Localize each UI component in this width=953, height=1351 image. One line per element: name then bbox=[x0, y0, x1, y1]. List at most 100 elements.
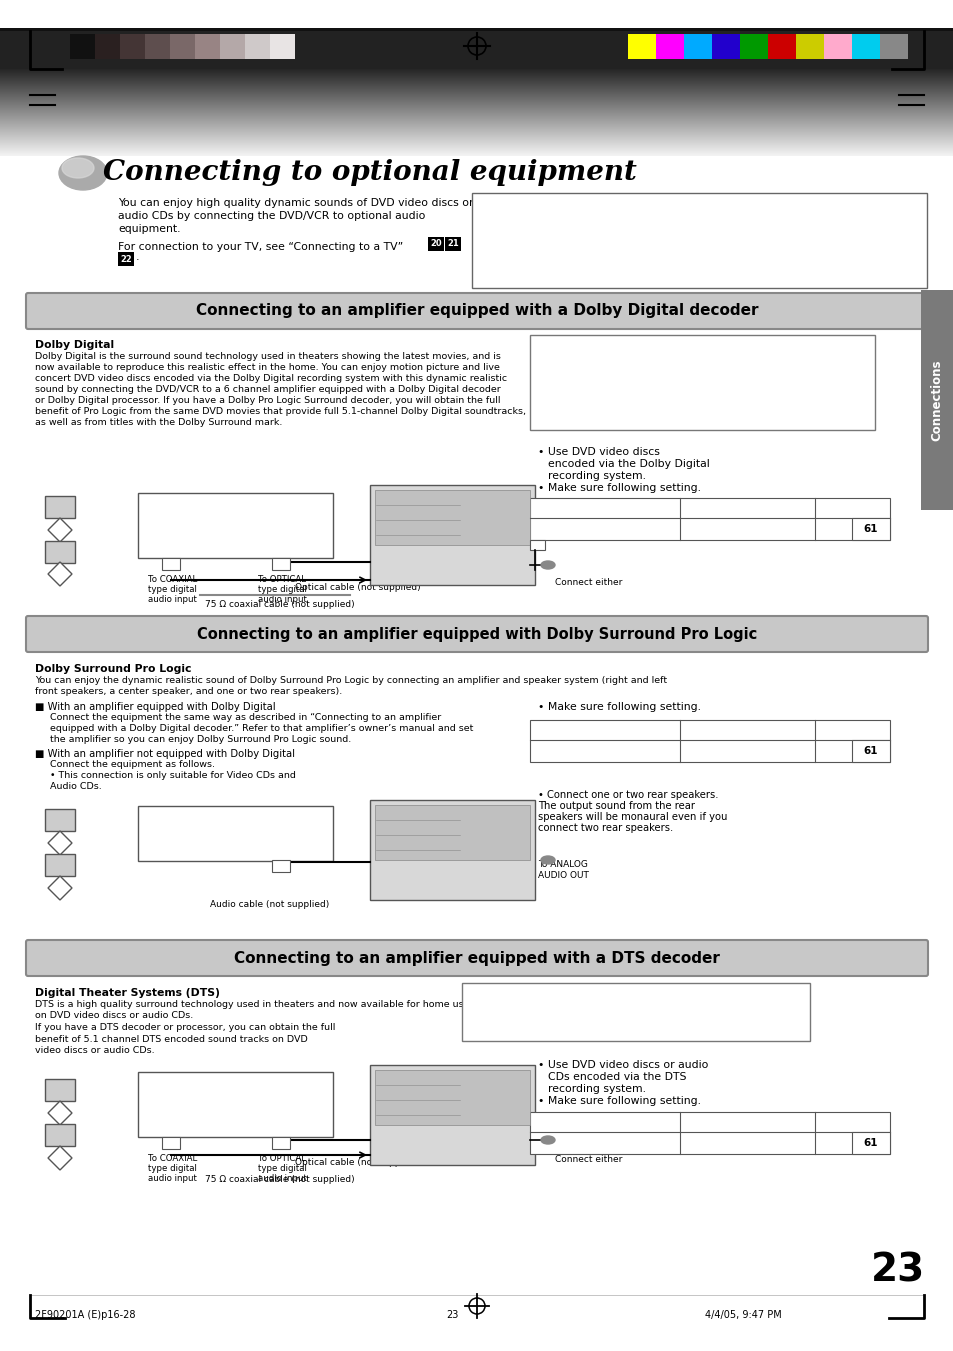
Text: .: . bbox=[136, 253, 139, 262]
Text: audio input: audio input bbox=[257, 594, 307, 604]
Text: 61: 61 bbox=[862, 1138, 878, 1148]
Text: Dolby Laboratories. "Dolby" "Pro: Dolby Laboratories. "Dolby" "Pro bbox=[537, 357, 700, 366]
Bar bbox=[0, 31, 953, 69]
Text: You can enjoy high quality dynamic sounds of DVD video discs or: You can enjoy high quality dynamic sound… bbox=[118, 199, 473, 208]
Bar bbox=[145, 34, 170, 59]
Bar bbox=[530, 499, 889, 540]
Bar bbox=[370, 800, 535, 900]
Text: • Use DVD video discs: • Use DVD video discs bbox=[537, 447, 659, 457]
Text: • Make sure following setting.: • Make sure following setting. bbox=[537, 484, 700, 493]
Text: "Digital Out": "Digital Out" bbox=[535, 521, 594, 531]
Text: Page: Page bbox=[821, 503, 844, 511]
Text: ⎕ : Center speaker: ⎕ : Center speaker bbox=[638, 216, 729, 226]
Text: now available to reproduce this realistic effect in the home. You can enjoy moti: now available to reproduce this realisti… bbox=[35, 363, 499, 372]
Bar bbox=[851, 517, 889, 540]
Text: trademarks of Digital Theater Systems,: trademarks of Digital Theater Systems, bbox=[470, 1004, 666, 1015]
Bar bbox=[45, 809, 75, 831]
Text: □ : Sub woofer: □ : Sub woofer bbox=[488, 240, 562, 250]
Text: ■ With an amplifier equipped with Dolby Digital: ■ With an amplifier equipped with Dolby … bbox=[35, 703, 275, 712]
Polygon shape bbox=[48, 517, 71, 542]
Bar bbox=[879, 34, 907, 59]
FancyBboxPatch shape bbox=[26, 940, 927, 975]
Text: audio input: audio input bbox=[257, 1174, 307, 1183]
Text: "PCM" or "Raw": "PCM" or "Raw" bbox=[684, 744, 758, 753]
Bar bbox=[767, 34, 795, 59]
Bar bbox=[920, 290, 953, 509]
Text: To OPTICAL: To OPTICAL bbox=[257, 1154, 306, 1163]
Bar bbox=[45, 496, 75, 517]
Text: Dolby Surround Pro Logic: Dolby Surround Pro Logic bbox=[35, 663, 192, 674]
Text: Connecting to an amplifier equipped with a Dolby Digital decoder: Connecting to an amplifier equipped with… bbox=[195, 304, 758, 319]
Text: Logic" and the double-D symbol are: Logic" and the double-D symbol are bbox=[537, 367, 717, 378]
Text: front speakers, a center speaker, and one or two rear speakers).: front speakers, a center speaker, and on… bbox=[35, 688, 342, 696]
Text: □ : Rear speaker: □ : Rear speaker bbox=[488, 228, 572, 238]
Text: trademarks of Dolby Laboratories.: trademarks of Dolby Laboratories. bbox=[537, 380, 708, 390]
Text: Select:: Select: bbox=[687, 724, 720, 734]
Text: Dolby Digital decoder: Dolby Digital decoder bbox=[148, 513, 246, 521]
Text: • Use DVD video discs or audio: • Use DVD video discs or audio bbox=[537, 1061, 708, 1070]
Bar bbox=[444, 236, 460, 251]
Bar bbox=[683, 34, 711, 59]
Bar bbox=[375, 805, 530, 861]
FancyBboxPatch shape bbox=[26, 293, 927, 330]
Bar bbox=[138, 493, 333, 558]
Text: To OPTICAL: To OPTICAL bbox=[257, 576, 306, 584]
Bar bbox=[370, 1065, 535, 1165]
Text: speakers will be monaural even if you: speakers will be monaural even if you bbox=[537, 812, 726, 821]
Text: on DVD video discs or audio CDs.: on DVD video discs or audio CDs. bbox=[35, 1012, 193, 1020]
Text: Connect either: Connect either bbox=[555, 1155, 621, 1165]
Text: 23: 23 bbox=[445, 1310, 457, 1320]
Text: recording system.: recording system. bbox=[547, 1084, 645, 1094]
Bar bbox=[118, 253, 133, 266]
Text: Page: Page bbox=[821, 724, 844, 734]
Text: "Digital Out": "Digital Out" bbox=[535, 744, 594, 753]
Text: Amplifier equipped with a: Amplifier equipped with a bbox=[148, 1082, 265, 1092]
Bar bbox=[370, 485, 535, 585]
Text: On-screen display: On-screen display bbox=[535, 503, 619, 511]
Text: "PCM" or "Raw": "PCM" or "Raw" bbox=[684, 521, 758, 531]
Text: audio input: audio input bbox=[148, 594, 196, 604]
Text: You can enjoy the dynamic realistic sound of Dolby Surround Pro Logic by connect: You can enjoy the dynamic realistic soun… bbox=[35, 676, 666, 685]
Text: Connecting to an amplifier equipped with a DTS decoder: Connecting to an amplifier equipped with… bbox=[233, 951, 720, 966]
Text: "Raw": "Raw" bbox=[714, 1136, 742, 1146]
Text: Connecting to an amplifier equipped with Dolby Surround Pro Logic: Connecting to an amplifier equipped with… bbox=[196, 627, 757, 642]
Text: equipment.: equipment. bbox=[118, 224, 180, 234]
Bar bbox=[740, 34, 767, 59]
Text: Inc.: Inc. bbox=[470, 1016, 488, 1025]
Text: 22: 22 bbox=[120, 254, 132, 263]
Bar bbox=[245, 34, 270, 59]
Text: Select:: Select: bbox=[687, 503, 720, 511]
Bar bbox=[270, 34, 294, 59]
Text: or Dolby Digital processor. If you have a Dolby Pro Logic Surround decoder, you : or Dolby Digital processor. If you have … bbox=[35, 396, 500, 405]
Text: For connection to your TV, see “Connecting to a TV”: For connection to your TV, see “Connecti… bbox=[118, 242, 403, 253]
Text: the amplifier so you can enjoy Dolby Surround Pro Logic sound.: the amplifier so you can enjoy Dolby Sur… bbox=[50, 735, 351, 744]
Text: Dolby Surround Pro Logic: Dolby Surround Pro Logic bbox=[148, 825, 262, 835]
Text: type digital: type digital bbox=[148, 1165, 196, 1173]
Text: To audio input: To audio input bbox=[260, 848, 323, 857]
Ellipse shape bbox=[540, 857, 555, 865]
Text: as well as from titles with the Dolby Surround mark.: as well as from titles with the Dolby Su… bbox=[35, 417, 282, 427]
Text: Connections: Connections bbox=[929, 359, 943, 440]
Text: type digital: type digital bbox=[148, 585, 196, 594]
Text: equipped with a Dolby Digital decoder.” Refer to that amplifier’s owner’s manual: equipped with a Dolby Digital decoder.” … bbox=[50, 724, 473, 734]
Bar bbox=[530, 335, 874, 430]
Text: Dolby Digital is the surround sound technology used in theaters showing the late: Dolby Digital is the surround sound tech… bbox=[35, 353, 500, 361]
Text: • Connect one or two rear speakers.: • Connect one or two rear speakers. bbox=[537, 790, 718, 800]
Text: 75 Ω coaxial cable (not supplied): 75 Ω coaxial cable (not supplied) bbox=[205, 600, 355, 609]
Text: encoded via the Dolby Digital: encoded via the Dolby Digital bbox=[547, 459, 709, 469]
Text: sound by connecting the DVD/VCR to a 6 channel amplifier equipped with a Dolby D: sound by connecting the DVD/VCR to a 6 c… bbox=[35, 385, 500, 394]
Text: ■ With an amplifier not equipped with Dolby Digital: ■ With an amplifier not equipped with Do… bbox=[35, 748, 294, 759]
Bar bbox=[95, 34, 120, 59]
Text: 61: 61 bbox=[862, 746, 878, 757]
Ellipse shape bbox=[59, 155, 107, 190]
Text: "Digital Out": "Digital Out" bbox=[535, 1136, 594, 1146]
Text: 61: 61 bbox=[862, 524, 878, 534]
Text: Audio cable (not supplied): Audio cable (not supplied) bbox=[210, 900, 329, 909]
Bar bbox=[0, 1320, 953, 1351]
Bar bbox=[70, 34, 95, 59]
Bar bbox=[45, 1124, 75, 1146]
Bar bbox=[656, 34, 683, 59]
Bar bbox=[851, 740, 889, 762]
Text: Optical cable (not supplied): Optical cable (not supplied) bbox=[294, 584, 420, 592]
Text: type digital: type digital bbox=[257, 1165, 307, 1173]
